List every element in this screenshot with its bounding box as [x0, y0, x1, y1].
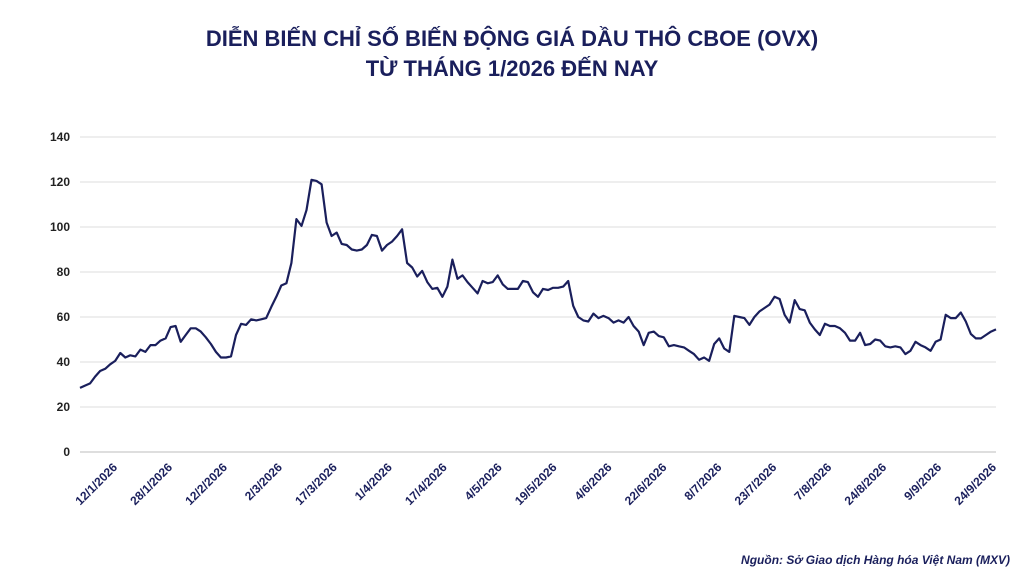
- source-note: Nguồn: Sở Giao dịch Hàng hóa Việt Nam (M…: [741, 553, 1010, 567]
- y-tick-label: 120: [50, 175, 70, 189]
- y-tick-label: 140: [50, 130, 70, 144]
- y-tick-label: 100: [50, 220, 70, 234]
- x-tick-label: 19/5/2026: [512, 460, 560, 508]
- y-tick-label: 60: [57, 310, 71, 324]
- x-tick-label: 17/4/2026: [402, 460, 450, 508]
- x-tick-label: 28/1/2026: [127, 460, 175, 508]
- x-tick-label: 2/3/2026: [242, 460, 285, 503]
- x-tick-label: 7/8/2026: [791, 460, 834, 503]
- y-tick-label: 40: [57, 355, 71, 369]
- x-tick-label: 12/1/2026: [72, 460, 120, 508]
- chart-title-line-1: DIỄN BIẾN CHỈ SỐ BIẾN ĐỘNG GIÁ DẦU THÔ C…: [205, 26, 819, 51]
- chart-title: DIỄN BIẾN CHỈ SỐ BIẾN ĐỘNG GIÁ DẦU THÔ C…: [0, 24, 1024, 84]
- x-tick-label: 9/9/2026: [901, 460, 944, 503]
- x-tick-label: 1/4/2026: [352, 460, 395, 503]
- x-axis-tick-labels: 12/1/2026 28/1/2026 12/2/2026 2/3/2026 17/3/…: [72, 460, 999, 508]
- x-tick-label: 23/7/2026: [732, 460, 780, 508]
- x-tick-label: 4/6/2026: [572, 460, 615, 503]
- x-tick-label: 24/9/2026: [951, 460, 999, 508]
- ovx-series-line: [79, 178, 997, 389]
- x-tick-label: 4/5/2026: [462, 460, 505, 503]
- y-tick-label: 0: [63, 445, 70, 459]
- x-tick-label: 17/3/2026: [292, 460, 340, 508]
- x-tick-label: 24/8/2026: [842, 460, 890, 508]
- x-tick-label: 12/2/2026: [182, 460, 230, 508]
- y-tick-label: 80: [57, 265, 71, 279]
- gridlines: [80, 136, 996, 453]
- x-tick-label: 22/6/2026: [622, 460, 670, 508]
- chart-title-line-2: TỪ THÁNG 1/2026 ĐẾN NAY: [365, 56, 659, 81]
- y-axis-tick-labels: 0 20 40 60 80 100 120 140: [50, 130, 70, 459]
- y-tick-label: 20: [57, 400, 71, 414]
- x-tick-label: 8/7/2026: [681, 460, 724, 503]
